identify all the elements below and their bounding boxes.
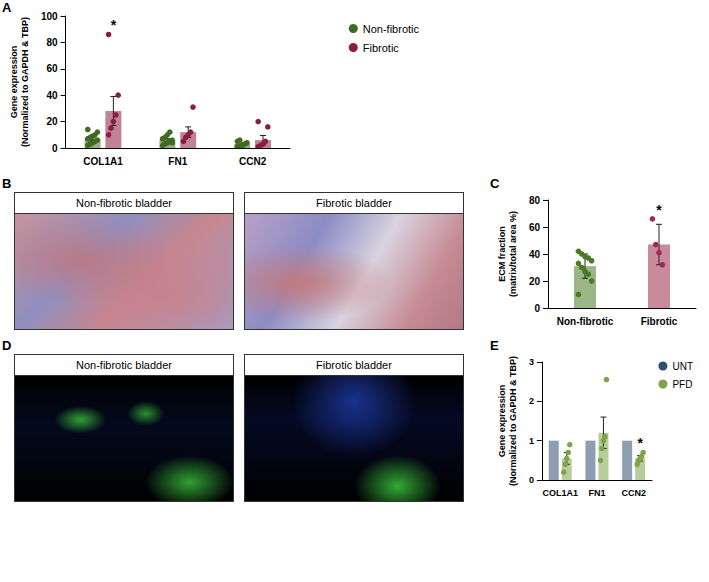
svg-text:COL1A1: COL1A1 — [542, 488, 578, 498]
svg-text:80: 80 — [529, 195, 541, 206]
svg-text:1: 1 — [529, 436, 534, 446]
svg-text:100: 100 — [41, 11, 58, 22]
svg-text:60: 60 — [46, 63, 58, 74]
svg-text:CCN2: CCN2 — [239, 156, 267, 167]
html-text:D: D — [2, 338, 12, 353]
html-text:C: C — [490, 176, 500, 191]
html-text:Fibrotic bladder: Fibrotic bladder — [316, 359, 392, 371]
svg-text:0: 0 — [534, 303, 540, 314]
svg-text:40: 40 — [529, 249, 541, 260]
svg-text:20: 20 — [529, 276, 541, 287]
svg-text:(Normalized to GAPDH & TBP): (Normalized to GAPDH & TBP) — [508, 356, 518, 486]
svg-text:Non-fibrotic: Non-fibrotic — [363, 23, 420, 35]
svg-text:PFD: PFD — [672, 379, 692, 390]
svg-text:0: 0 — [529, 475, 534, 485]
html-text:Non-fibrotic bladder: Non-fibrotic bladder — [76, 359, 172, 371]
svg-text:20: 20 — [46, 116, 58, 127]
svg-text:80: 80 — [46, 37, 58, 48]
svg-text:UNT: UNT — [672, 361, 693, 372]
svg-text:FN1: FN1 — [168, 156, 187, 167]
html-text:E: E — [490, 338, 499, 353]
svg-text:Gene expression: Gene expression — [497, 385, 507, 458]
svg-text:*: * — [111, 17, 117, 33]
svg-text:(Normalized to GAPDH & TBP): (Normalized to GAPDH & TBP) — [20, 17, 30, 147]
svg-text:2: 2 — [529, 396, 534, 406]
svg-text:3: 3 — [529, 357, 534, 367]
svg-text:Gene expression: Gene expression — [9, 46, 19, 119]
svg-text:40: 40 — [46, 90, 58, 101]
svg-text:0: 0 — [52, 143, 58, 154]
html-text:Non-fibrotic bladder: Non-fibrotic bladder — [76, 197, 172, 209]
svg-text:COL1A1: COL1A1 — [83, 156, 123, 167]
svg-text:CCN2: CCN2 — [621, 488, 646, 498]
svg-text:Fibrotic: Fibrotic — [363, 42, 400, 54]
html-text:A: A — [2, 0, 12, 15]
svg-text:FN1: FN1 — [588, 488, 605, 498]
svg-text:(matrix/total area %): (matrix/total area %) — [508, 211, 518, 297]
html-text:Fibrotic bladder: Fibrotic bladder — [316, 197, 392, 209]
svg-text:Fibrotic: Fibrotic — [641, 316, 678, 327]
svg-text:Non-fibrotic: Non-fibrotic — [557, 316, 614, 327]
svg-text:ECM fraction: ECM fraction — [497, 226, 507, 282]
svg-text:*: * — [637, 435, 643, 451]
svg-text:60: 60 — [529, 222, 541, 233]
svg-text:*: * — [656, 202, 662, 218]
html-text:B: B — [2, 176, 12, 191]
